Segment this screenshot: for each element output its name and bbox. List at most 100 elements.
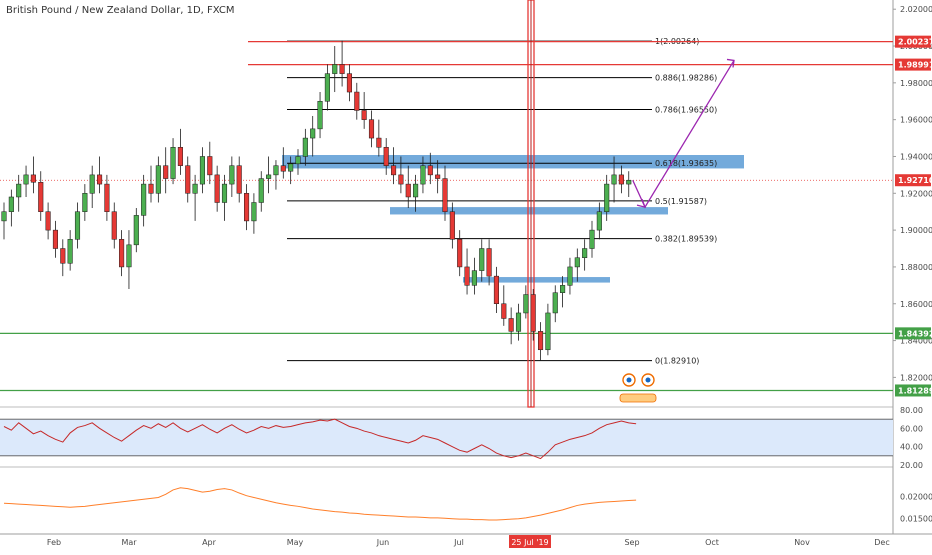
candlestick-series[interactable]: [1, 40, 632, 361]
candle-body[interactable]: [501, 303, 507, 319]
candle-body[interactable]: [74, 211, 81, 240]
candle-body[interactable]: [471, 270, 477, 286]
candle-body[interactable]: [82, 193, 88, 212]
candle-body[interactable]: [23, 174, 29, 185]
fib-level-label: 0.382(1.89539): [655, 235, 717, 244]
candle-body[interactable]: [332, 64, 338, 74]
candle-body[interactable]: [244, 193, 250, 222]
event-marker-dot: [626, 377, 632, 383]
candle-body[interactable]: [207, 156, 213, 176]
candle-body[interactable]: [251, 202, 257, 222]
candle-body[interactable]: [288, 163, 294, 172]
price-badge-label: 2.00237: [898, 38, 932, 47]
candle-body[interactable]: [310, 128, 316, 139]
candle-body[interactable]: [148, 183, 154, 194]
candle-body[interactable]: [493, 275, 499, 304]
candle-body[interactable]: [97, 174, 103, 185]
candle-body[interactable]: [567, 266, 573, 286]
candle-body[interactable]: [295, 156, 301, 165]
candle-body[interactable]: [45, 211, 51, 231]
candle-body[interactable]: [155, 165, 161, 194]
candle-body[interactable]: [442, 178, 448, 212]
candle-body[interactable]: [582, 248, 588, 258]
candle-body[interactable]: [457, 239, 463, 268]
candle-body[interactable]: [141, 183, 147, 216]
candle-body[interactable]: [449, 211, 455, 240]
candle-body[interactable]: [523, 294, 529, 314]
candle-body[interactable]: [133, 215, 139, 246]
candle-body[interactable]: [398, 174, 404, 185]
candle-body[interactable]: [486, 248, 492, 277]
candle-body[interactable]: [538, 331, 544, 351]
candle-body[interactable]: [515, 312, 522, 332]
candle-body[interactable]: [405, 183, 411, 198]
candle-body[interactable]: [16, 183, 22, 198]
candle-body[interactable]: [119, 239, 125, 268]
candle-body[interactable]: [38, 182, 44, 212]
candle-body[interactable]: [221, 183, 228, 203]
candle-body[interactable]: [560, 285, 566, 293]
candle-body[interactable]: [383, 147, 389, 166]
candle-body[interactable]: [508, 318, 514, 332]
candle-body[interactable]: [60, 248, 66, 264]
candle-body[interactable]: [391, 165, 397, 176]
event-icons[interactable]: [619, 373, 657, 403]
candle-body[interactable]: [258, 178, 264, 203]
candle-body[interactable]: [126, 244, 132, 268]
candle-body[interactable]: [317, 101, 323, 130]
time-tick-label: Mar: [121, 538, 137, 547]
candle-body[interactable]: [611, 174, 617, 185]
candle-body[interactable]: [596, 211, 602, 231]
candle-body[interactable]: [302, 137, 308, 157]
candle-body[interactable]: [8, 196, 14, 212]
candle-body[interactable]: [185, 165, 191, 194]
candle-body[interactable]: [67, 239, 73, 264]
candle-body[interactable]: [104, 183, 110, 212]
candle-body[interactable]: [346, 73, 352, 93]
candle-body[interactable]: [339, 64, 345, 74]
candle-body[interactable]: [354, 91, 360, 111]
candle-body[interactable]: [266, 174, 272, 179]
candle-body[interactable]: [413, 183, 419, 198]
candle-body[interactable]: [280, 165, 286, 172]
candle-body[interactable]: [324, 73, 330, 102]
candle-body[interactable]: [574, 257, 580, 268]
candle-body[interactable]: [361, 110, 367, 120]
candle-body[interactable]: [368, 119, 375, 139]
candle-body[interactable]: [479, 248, 485, 271]
cursor-date-label: 25 Jul '19: [511, 538, 548, 547]
candle-body[interactable]: [52, 229, 59, 249]
candle-body[interactable]: [199, 156, 205, 185]
candle-body[interactable]: [530, 294, 536, 332]
price-badge: [895, 58, 931, 71]
candle-body[interactable]: [177, 147, 183, 166]
candle-body[interactable]: [236, 165, 242, 194]
candle-body[interactable]: [214, 174, 220, 203]
candle-body[interactable]: [435, 174, 441, 179]
candle-body[interactable]: [626, 179, 632, 185]
time-tick-label: Sep: [624, 538, 639, 547]
candle-body[interactable]: [229, 165, 235, 185]
candle-body[interactable]: [464, 266, 470, 286]
candle-body[interactable]: [192, 183, 198, 194]
candle-body[interactable]: [427, 165, 433, 176]
candle-body[interactable]: [30, 174, 36, 183]
candle-body[interactable]: [1, 211, 7, 222]
candle-body[interactable]: [89, 174, 95, 194]
horizontal-price-lines: [0, 41, 893, 392]
candle-body[interactable]: [618, 174, 624, 185]
rsi-pane[interactable]: [0, 418, 893, 460]
candle-body[interactable]: [163, 165, 169, 179]
candle-body[interactable]: [111, 211, 117, 240]
oscillator-pane[interactable]: [3, 487, 637, 521]
candle-body[interactable]: [552, 292, 558, 314]
candle-body[interactable]: [420, 165, 426, 185]
candle-body[interactable]: [589, 229, 595, 249]
candle-body[interactable]: [604, 183, 610, 212]
candle-body[interactable]: [273, 165, 279, 176]
candle-body[interactable]: [376, 137, 382, 148]
candle-body[interactable]: [170, 147, 176, 179]
candle-body[interactable]: [545, 312, 551, 351]
